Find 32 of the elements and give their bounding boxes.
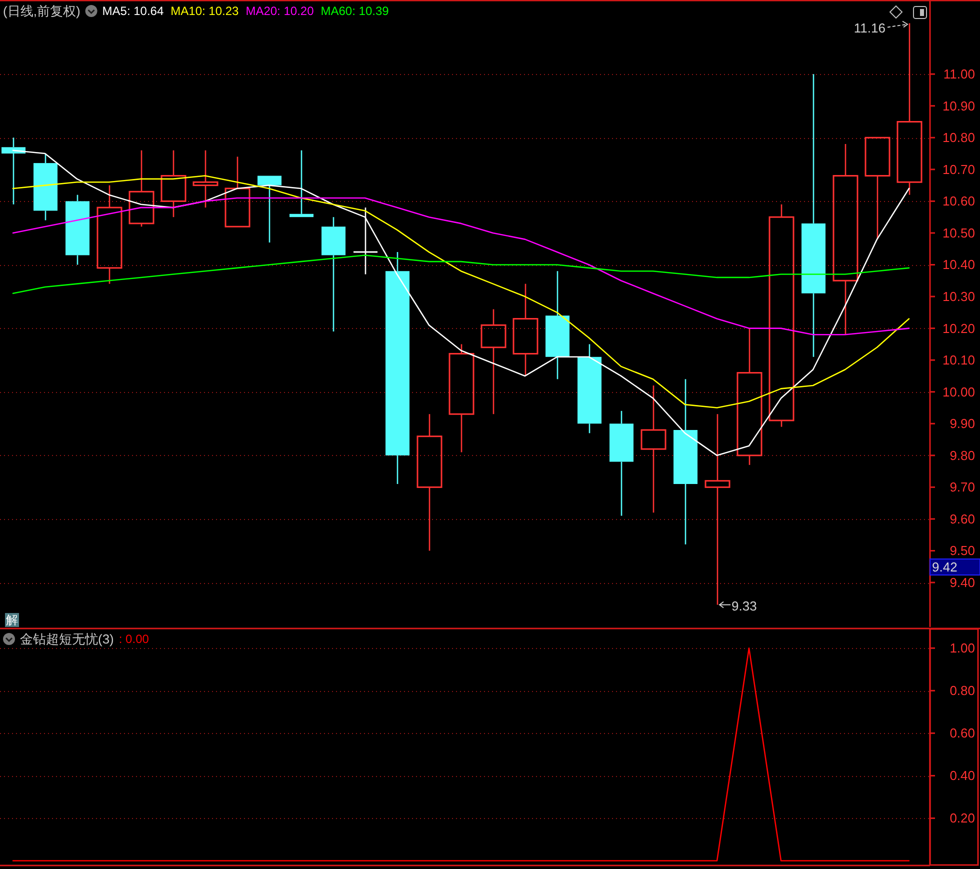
y-tick-label: 0.40 — [950, 768, 975, 784]
y-tick-label: 10.40 — [942, 257, 975, 272]
y-tick-label: 11.00 — [943, 66, 975, 82]
y-tick-label: 10.10 — [942, 352, 975, 368]
y-tick-label: 9.60 — [950, 511, 975, 526]
note-button: 解 — [5, 613, 19, 627]
y-tick-label: 10.60 — [942, 194, 975, 209]
header: 金钻超短无忧(3) : 0.00 — [3, 632, 149, 646]
y-tick-label: 10.70 — [942, 162, 975, 177]
legend: MA5: 10.64 MA10: 10.23 MA20: 10.20 MA60: 10.39 — [102, 4, 389, 18]
y-tick-label: 10.30 — [942, 289, 975, 304]
y-tick-label: 10.80 — [942, 130, 975, 146]
y-tick-label: 9.80 — [950, 448, 975, 463]
header: (日线,前复权) MA5: 10.64 MA10: 10.23 MA20: 10.20 MA60: 10.39 — [3, 4, 389, 18]
y-tick-label: 9.90 — [950, 416, 975, 432]
y-tick-label: 0.60 — [950, 726, 975, 741]
price-tag: 9.42 — [930, 558, 980, 576]
y-tick-label: 0.20 — [950, 810, 975, 826]
y-tick-label: 9.70 — [950, 480, 975, 495]
chart-title: 金钻超短无忧(3) — [20, 632, 114, 646]
y-tick-label: 1.00 — [950, 640, 975, 656]
chart-title: (日线,前复权) — [3, 4, 80, 18]
y-tick-label: 9.50 — [950, 543, 975, 558]
y-tick-label: 10.20 — [942, 320, 975, 336]
annotation: 11.16 — [854, 20, 886, 36]
y-tick-label: 0.80 — [950, 683, 975, 698]
legend: : 0.00 — [118, 632, 149, 646]
y-tick-label: 9.40 — [950, 575, 975, 590]
y-tick-label: 10.90 — [942, 98, 975, 114]
y-tick-label: 10.50 — [942, 225, 975, 240]
annotation: 9.33 — [732, 598, 757, 614]
y-tick-label: 10.00 — [942, 384, 975, 400]
